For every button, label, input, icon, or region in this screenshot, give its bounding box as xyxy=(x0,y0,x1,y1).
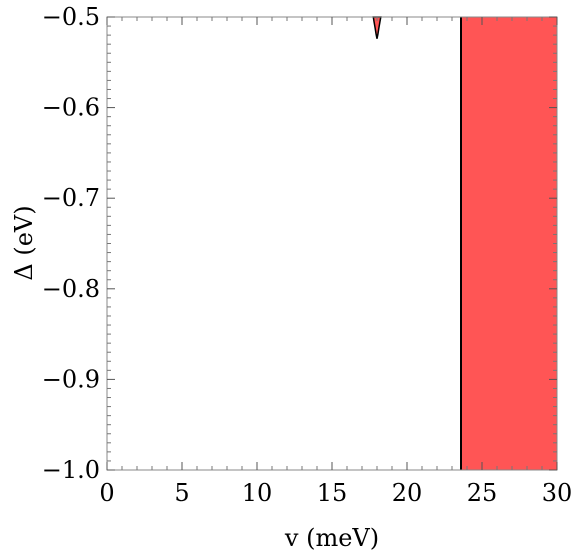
x-axis-label: v (meV) xyxy=(284,524,379,552)
red-lobe-region xyxy=(372,16,382,39)
y-tick-label: −0.9 xyxy=(42,365,100,393)
y-tick-label: −0.5 xyxy=(42,3,100,31)
filled-regions xyxy=(372,16,557,470)
x-tick-label: 15 xyxy=(317,479,348,507)
x-axis-ticks: 0 5 10 15 20 25 30 xyxy=(99,17,572,507)
x-tick-label: 10 xyxy=(242,479,273,507)
x-tick-label: 20 xyxy=(392,479,423,507)
x-tick-label: 0 xyxy=(99,479,114,507)
y-tick-label: −1.0 xyxy=(42,456,100,484)
y-tick-label: −0.8 xyxy=(42,275,100,303)
y-axis-ticks: −0.5 −0.6 −0.7 −0.8 −0.9 −1.0 xyxy=(42,3,557,484)
y-axis-label: Δ (eV) xyxy=(10,205,38,280)
red-band-region xyxy=(461,17,557,470)
y-tick-label: −0.6 xyxy=(42,94,100,122)
x-tick-label: 30 xyxy=(542,479,573,507)
x-tick-label: 5 xyxy=(174,479,189,507)
x-tick-label: 25 xyxy=(467,479,498,507)
y-tick-label: −0.7 xyxy=(42,184,100,212)
